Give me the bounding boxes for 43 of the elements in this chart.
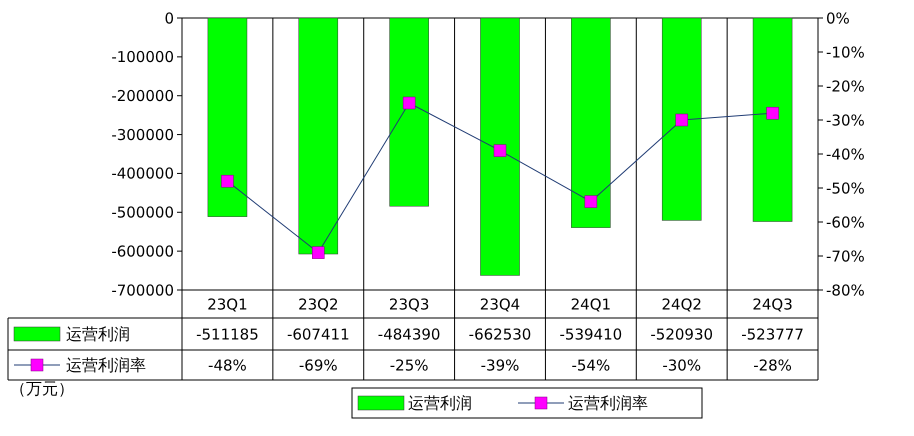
x-tick-label: 24Q2 (661, 295, 702, 314)
text: 运营利润率 (568, 394, 648, 413)
y2-tick-label: -70% (826, 247, 865, 266)
y-tick-label: -300000 (111, 126, 174, 144)
data-label: -39% (480, 356, 520, 374)
text: 运营利润 (408, 394, 472, 413)
y-tick-label: -700000 (111, 281, 174, 300)
data-label: -28% (753, 356, 792, 374)
text: （万元） (10, 379, 74, 398)
x-tick-label: 23Q3 (388, 295, 430, 314)
x-tick-label: 23Q1 (207, 295, 248, 314)
y-tick-label: -600000 (111, 242, 174, 260)
x-tick-label: 23Q4 (480, 295, 520, 314)
data-label: -520930 (650, 325, 714, 344)
y2-tick-label: -50% (826, 179, 865, 198)
data-label: -523777 (741, 325, 804, 344)
data-label: -484390 (378, 325, 440, 344)
data-label: -607411 (286, 325, 350, 344)
x-tick-label: 24Q1 (570, 295, 612, 314)
legend-label: 运营利润率 (66, 356, 146, 375)
y2-tick-label: -30% (826, 111, 865, 130)
data-label: -69% (298, 356, 338, 374)
y2-tick-label: -20% (826, 77, 865, 96)
y-tick-label: -400000 (111, 164, 174, 183)
x-tick-label: 23Q2 (298, 295, 339, 314)
data-label: -511185 (196, 325, 259, 344)
y-tick-label: -500000 (111, 204, 174, 222)
data-label: -662530 (468, 325, 532, 344)
data-label: -539410 (560, 325, 622, 344)
y2-tick-label: 0% (826, 9, 850, 28)
x-tick-label: 24Q3 (752, 295, 793, 314)
legend-label: 运营利润 (66, 324, 130, 344)
data-label: -48% (208, 356, 247, 374)
y2-tick-label: -10% (826, 43, 865, 62)
y2-tick-label: -60% (826, 213, 865, 232)
y-tick-label: -100000 (111, 48, 174, 66)
y-tick-label: -200000 (111, 86, 174, 105)
data-label: -30% (662, 356, 702, 374)
data-label: -25% (390, 356, 429, 374)
y2-tick-label: -80% (826, 281, 865, 300)
y2-tick-label: -40% (826, 145, 865, 164)
y-tick-label: 0 (164, 9, 174, 28)
data-label: -54% (571, 356, 610, 374)
